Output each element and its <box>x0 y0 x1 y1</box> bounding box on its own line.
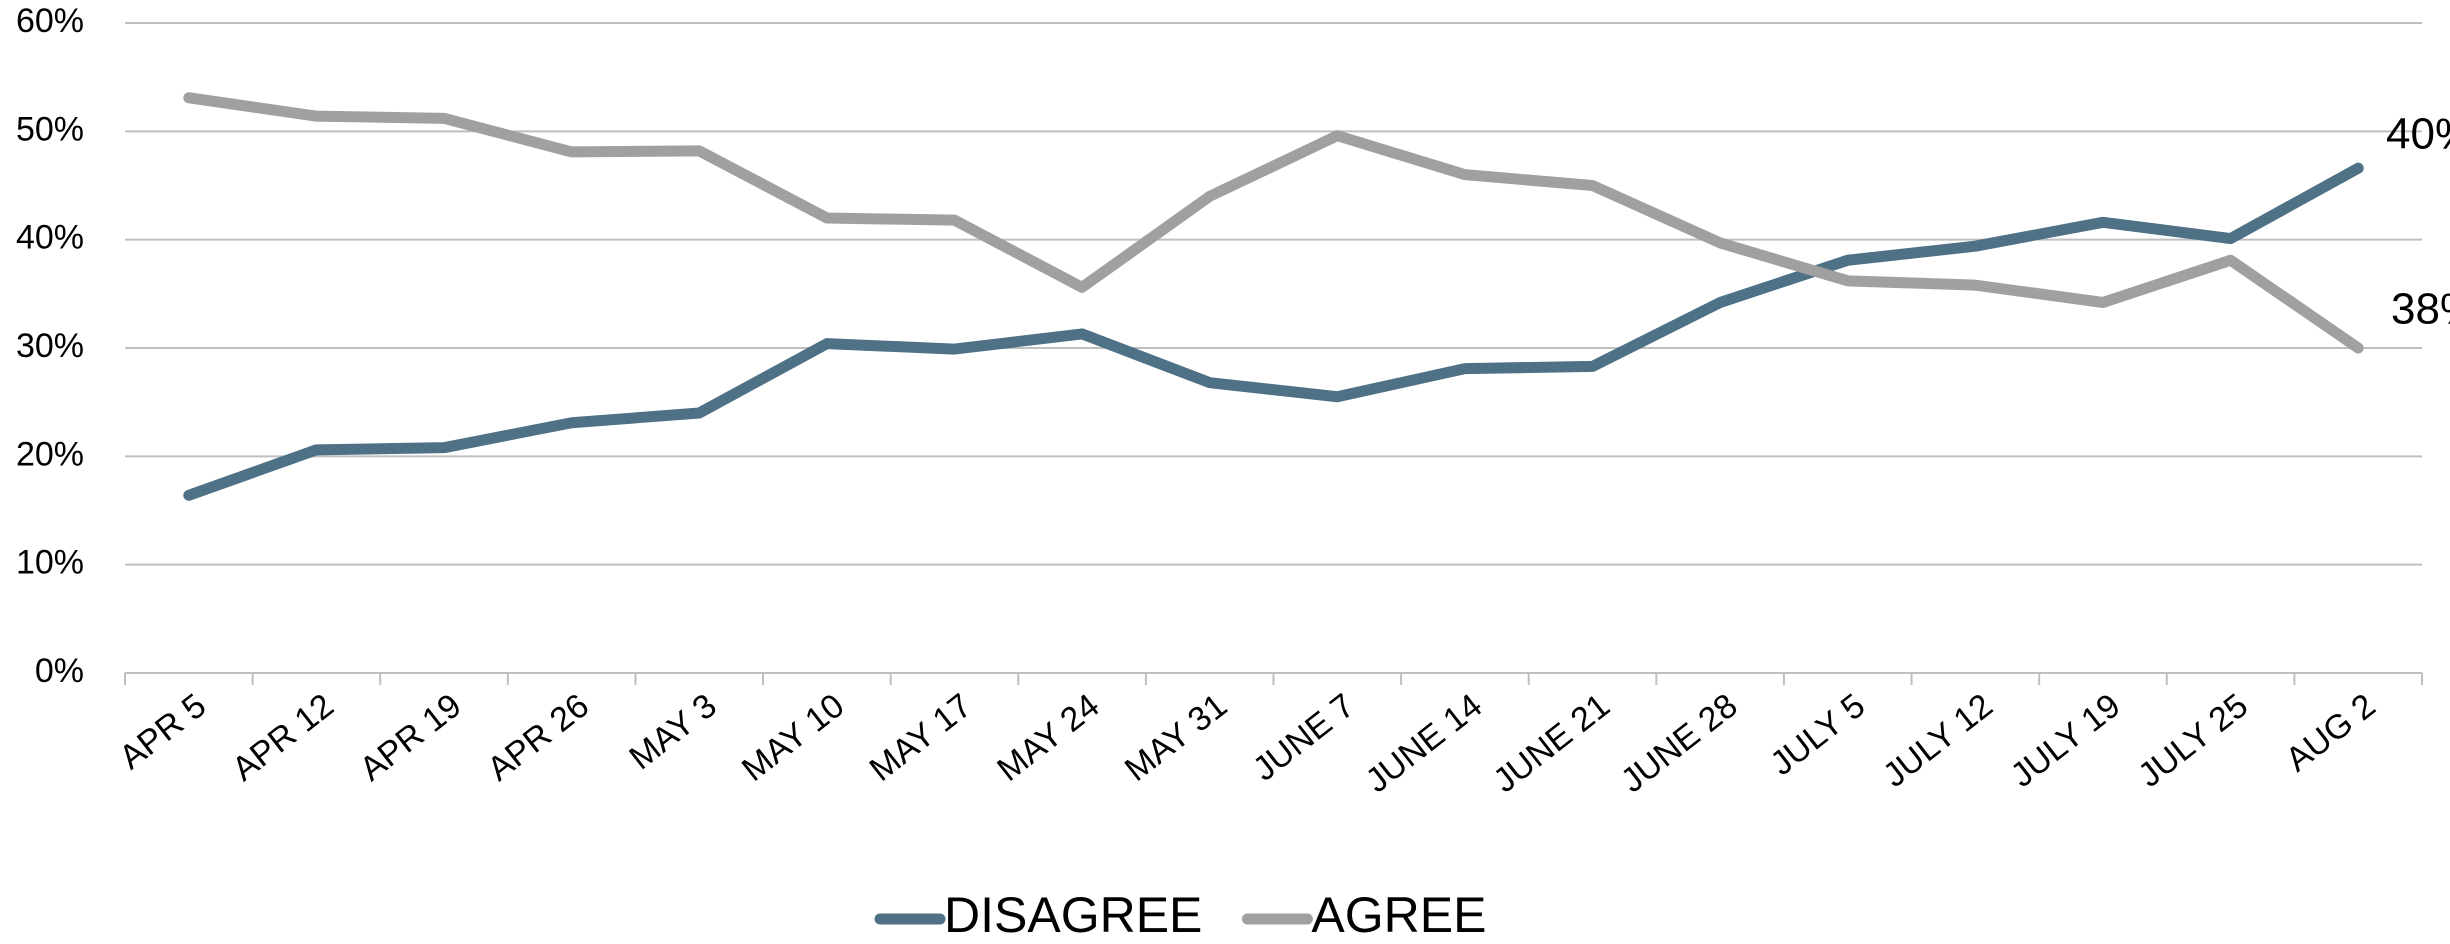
x-tick-label: JULY 12 <box>1876 686 2000 794</box>
legend-label: DISAGREE <box>944 887 1202 943</box>
x-tick-label: JUNE 28 <box>1614 686 1745 800</box>
x-tick-label: APR 5 <box>112 686 213 776</box>
x-tick-label: APR 26 <box>480 686 596 788</box>
x-tick-label: JUNE 21 <box>1486 686 1617 800</box>
x-tick-label: JULY 25 <box>2131 686 2255 794</box>
x-tick-label: JULY 5 <box>1763 686 1872 783</box>
series-line <box>183 92 2364 354</box>
annotation: 38% <box>2391 285 2450 334</box>
series-line <box>183 162 2364 501</box>
y-tick-label: 20% <box>16 435 84 473</box>
x-tick-label: MAY 24 <box>990 686 1106 788</box>
y-tick-label: 30% <box>16 327 84 365</box>
y-tick-label: 0% <box>35 652 84 690</box>
legend-label: AGREE <box>1311 887 1486 943</box>
x-tick-label: JUNE 7 <box>1246 686 1362 788</box>
x-tick-label: MAY 10 <box>735 686 851 788</box>
y-tick-label: 60% <box>16 2 84 40</box>
x-tick-label: AUG 2 <box>2279 686 2383 779</box>
y-tick-label: 40% <box>16 219 84 257</box>
y-tick-label: 50% <box>16 110 84 148</box>
x-tick-label: MAY 17 <box>863 686 979 788</box>
x-tick-label: APR 19 <box>353 686 469 788</box>
x-tick-label: MAY 3 <box>622 686 723 777</box>
annotation: 40% <box>2386 110 2450 159</box>
y-tick-label: 10% <box>16 544 84 582</box>
x-tick-label: APR 12 <box>225 686 341 788</box>
x-tick-label: JUNE 14 <box>1359 686 1490 800</box>
x-tick-label: MAY 31 <box>1118 686 1234 788</box>
x-tick-label: JULY 19 <box>2004 686 2128 794</box>
